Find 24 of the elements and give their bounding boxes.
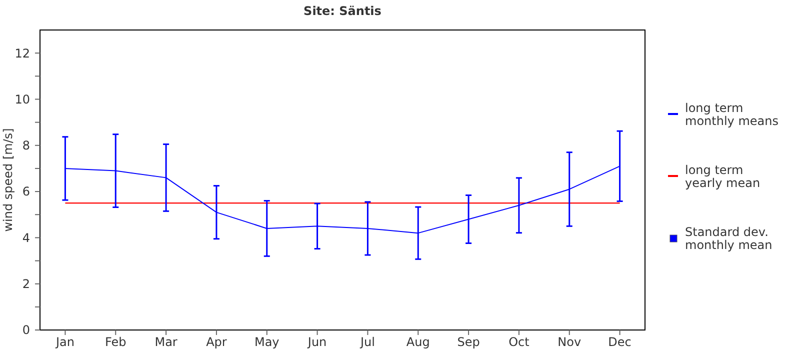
- x-tick-label: Dec: [608, 335, 632, 349]
- x-tick-label: Jul: [359, 335, 375, 349]
- legend-label: long term monthly means: [685, 101, 778, 128]
- x-tick-label: Sep: [457, 335, 480, 349]
- x-tick-label: Jan: [54, 335, 74, 349]
- x-tick-label: Mar: [154, 335, 178, 349]
- x-tick-label: Aug: [406, 335, 430, 349]
- y-tick-label: 2: [22, 277, 30, 292]
- text: Standard dev. monthly mean: [685, 225, 772, 252]
- y-tick-label: 0: [22, 323, 30, 338]
- y-tick-label: 10: [14, 92, 30, 106]
- chart-title: Site: Säntis: [304, 4, 382, 18]
- x-tick-label: Feb: [105, 335, 126, 349]
- legend-label: long term yearly mean: [685, 163, 760, 190]
- y-tick-label: 6: [22, 184, 30, 199]
- x-tick-label: Oct: [508, 335, 530, 349]
- x-tick-label: Apr: [206, 335, 227, 349]
- y-tick-label: 12: [14, 46, 30, 60]
- x-tick-label: May: [254, 335, 280, 349]
- y-tick-label: 4: [22, 230, 30, 245]
- x-tick-label: Nov: [558, 335, 582, 349]
- y-tick-label: 8: [22, 138, 30, 153]
- x-tick-label: Jun: [306, 335, 327, 349]
- y-axis-title: wind speed [m/s]: [1, 128, 15, 232]
